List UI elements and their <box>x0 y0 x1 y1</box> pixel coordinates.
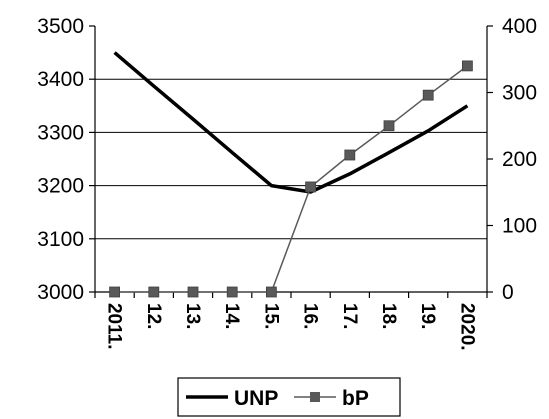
x-axis-tick-labels: 2011. 12. 13. 14. 15. 16. 17. 18. 19. 2020. <box>104 303 478 351</box>
legend: UNP bP <box>177 377 401 417</box>
data-point-bP <box>305 181 317 193</box>
data-point-bP <box>265 286 277 298</box>
axes <box>89 25 493 298</box>
left-tick-label: 3000 <box>37 281 84 304</box>
series-line-bP <box>114 65 468 293</box>
right-axis-tick-labels: 0 100 200 300 400 <box>502 15 537 304</box>
data-point-bP <box>422 89 434 101</box>
x-tick-label: 12. <box>143 303 164 329</box>
data-point-bP <box>344 149 356 161</box>
data-point-bP <box>383 120 395 132</box>
legend-label-UNP: UNP <box>234 387 278 410</box>
left-tick-label: 3400 <box>37 68 84 91</box>
series <box>109 51 473 298</box>
legend-label-bP: bP <box>342 387 369 410</box>
x-tick-label: 18. <box>378 303 399 329</box>
data-point-bP <box>187 286 199 298</box>
left-tick-label: 3100 <box>37 228 84 251</box>
left-tick-label: 3500 <box>37 15 84 38</box>
x-tick-label: 16. <box>300 303 321 329</box>
right-tick-label: 300 <box>502 82 537 105</box>
gridlines <box>95 78 487 240</box>
left-tick-label: 3300 <box>37 121 84 144</box>
data-point-bP <box>148 286 160 298</box>
data-point-bP <box>226 286 238 298</box>
x-tick-label: 14. <box>221 303 242 329</box>
data-point-bP <box>461 60 473 72</box>
right-tick-label: 0 <box>502 281 514 304</box>
x-tick-label: 13. <box>182 303 203 329</box>
series-line-UNP <box>113 51 469 194</box>
x-tick-label: 17. <box>339 303 360 329</box>
x-tick-label: 15. <box>260 303 281 329</box>
right-tick-label: 200 <box>502 148 537 171</box>
left-tick-label: 3200 <box>37 175 84 198</box>
right-tick-label: 100 <box>502 215 537 238</box>
x-tick-label: 2020. <box>456 303 477 351</box>
legend-marker-bP <box>310 392 320 402</box>
x-tick-label: 19. <box>417 303 438 329</box>
left-axis-tick-labels: 3000 3100 3200 3300 3400 3500 <box>37 15 84 304</box>
right-tick-label: 400 <box>502 15 537 38</box>
data-point-bP <box>109 286 120 298</box>
x-tick-label: 2011. <box>104 303 125 350</box>
